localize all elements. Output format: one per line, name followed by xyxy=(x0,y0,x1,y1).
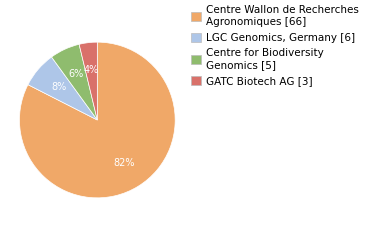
Text: 4%: 4% xyxy=(84,65,99,75)
Legend: Centre Wallon de Recherches
Agronomiques [66], LGC Genomics, Germany [6], Centre: Centre Wallon de Recherches Agronomiques… xyxy=(191,5,359,86)
Wedge shape xyxy=(19,42,175,198)
Wedge shape xyxy=(28,57,97,120)
Text: 82%: 82% xyxy=(113,158,135,168)
Wedge shape xyxy=(79,42,97,120)
Wedge shape xyxy=(52,44,97,120)
Text: 6%: 6% xyxy=(68,69,84,79)
Text: 8%: 8% xyxy=(51,82,66,92)
